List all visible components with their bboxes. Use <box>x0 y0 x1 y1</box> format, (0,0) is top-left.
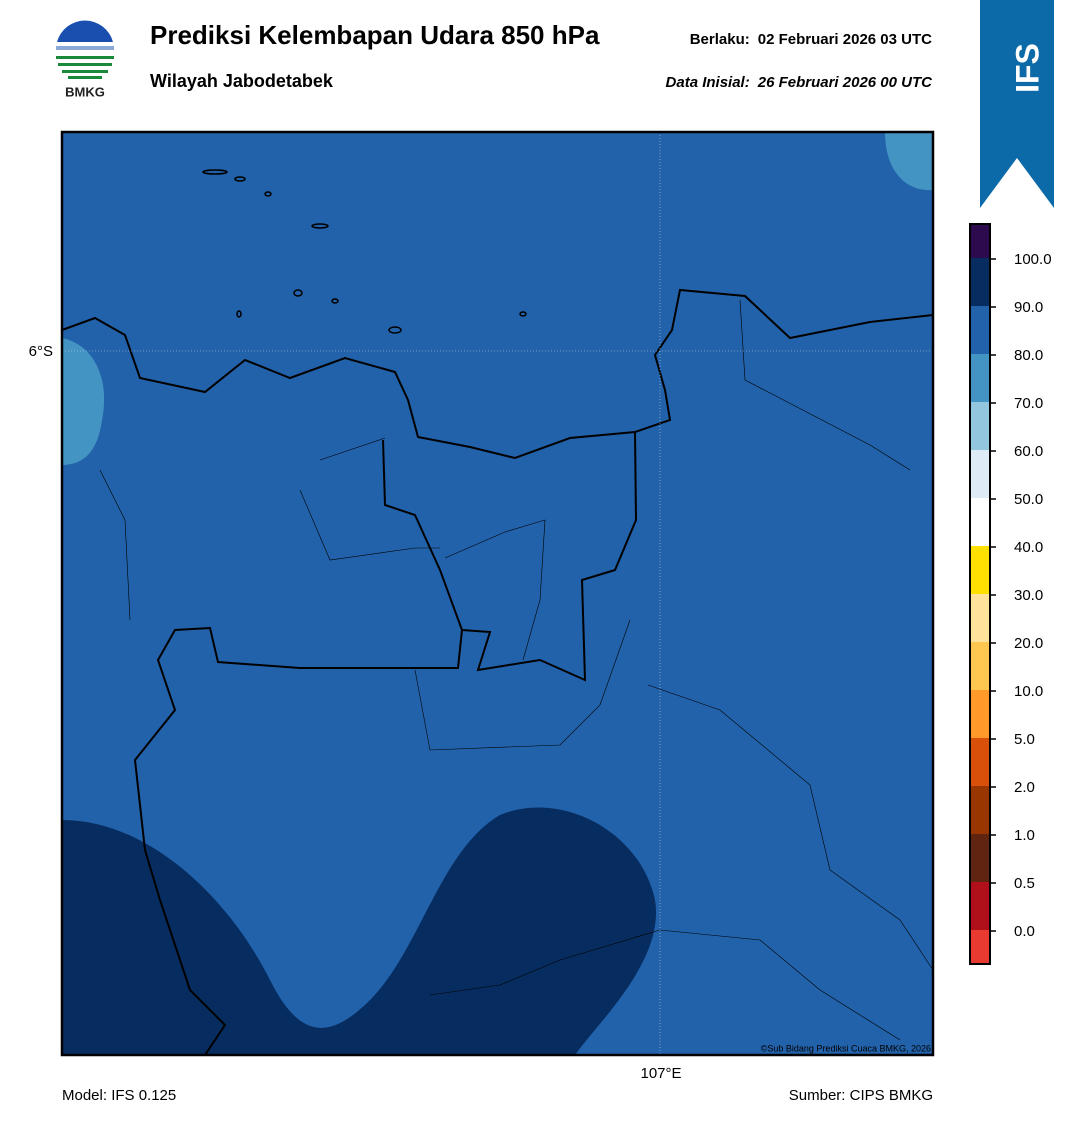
colorbar-label: 40.0 <box>1014 539 1043 556</box>
colorbar-segment <box>970 258 990 306</box>
province-border <box>133 431 638 1055</box>
islands <box>202 169 527 334</box>
logo-top <box>57 20 113 42</box>
colorbar-segment <box>970 834 990 882</box>
humidity-90-100 <box>62 807 657 1055</box>
lon-label: 107°E <box>640 1065 681 1082</box>
colorbar-label: 2.0 <box>1014 779 1035 796</box>
init-label: Data Inisial: <box>666 74 750 91</box>
colorbar-label: 90.0 <box>1014 299 1043 316</box>
colorbar-label: 70.0 <box>1014 395 1043 412</box>
colorbar-label: 30.0 <box>1014 587 1043 604</box>
colorbar-label: 80.0 <box>1014 347 1043 364</box>
subtitle: Wilayah Jabodetabek <box>150 71 334 91</box>
footer-model: Model: IFS 0.125 <box>62 1087 176 1104</box>
footer-source: Sumber: CIPS BMKG <box>789 1087 933 1104</box>
colorbar-segment <box>970 498 990 546</box>
logo-band <box>68 76 102 79</box>
colorbar-label: 5.0 <box>1014 731 1035 748</box>
model-badge: IFS <box>1009 43 1045 93</box>
lat-label: 6°S <box>29 343 53 360</box>
colorbar-segment <box>970 546 990 594</box>
colorbar-segment <box>970 594 990 642</box>
valid-time: 02 Februari 2026 03 UTC <box>758 31 932 48</box>
colorbar-segment <box>970 224 990 258</box>
logo-band <box>58 63 112 66</box>
humidity-70-80 <box>885 132 933 191</box>
colorbar-segment <box>970 642 990 690</box>
colorbar-label: 60.0 <box>1014 443 1043 460</box>
colorbar-label: 100.0 <box>1014 251 1052 268</box>
colorbar-segment <box>970 402 990 450</box>
humidity-70-80 <box>62 338 105 465</box>
colorbar-label: 0.0 <box>1014 923 1035 940</box>
coastline <box>62 288 933 460</box>
logo-band <box>62 70 108 73</box>
colorbar-segment <box>970 786 990 834</box>
colorbar-segment <box>970 354 990 402</box>
colorbar-segment <box>970 690 990 738</box>
colorbar-label: 20.0 <box>1014 635 1043 652</box>
colorbar-label: 1.0 <box>1014 827 1035 844</box>
title: Prediksi Kelembapan Udara 850 hPa <box>150 20 600 50</box>
map-area: ©Sub Bidang Prediksi Cuaca BMKG, 2026 <box>62 132 933 1055</box>
colorbar-segment <box>970 450 990 498</box>
logo-band <box>56 56 114 59</box>
colorbar-segment <box>970 306 990 354</box>
colorbar-label: 50.0 <box>1014 491 1043 508</box>
colorbar-label: 10.0 <box>1014 683 1043 700</box>
logo-band <box>56 46 114 50</box>
logo-text: BMKG <box>65 84 105 99</box>
colorbar-segment <box>970 882 990 930</box>
copyright: ©Sub Bidang Prediksi Cuaca BMKG, 2026 <box>761 1043 931 1053</box>
colorbar: 100.0 90.0 80.0 70.0 60.0 50.0 40.0 30.0 20.0 10.… <box>969 223 1052 965</box>
init-time: 26 Februari 2026 00 UTC <box>757 74 933 91</box>
model-ribbon <box>980 0 1054 208</box>
colorbar-frame <box>969 223 991 965</box>
colorbar-label: 0.5 <box>1014 875 1035 892</box>
init-info: Data Inisial: 26 Februari 2026 00 UTC <box>666 74 934 91</box>
bmkg-logo: BMKG <box>55 20 115 99</box>
valid-info: Berlaku: 02 Februari 2026 03 UTC <box>690 31 932 48</box>
map-frame <box>60 130 935 1057</box>
colorbar-segment <box>970 738 990 786</box>
colorbar-segment <box>970 930 990 964</box>
valid-label: Berlaku: <box>690 31 750 48</box>
